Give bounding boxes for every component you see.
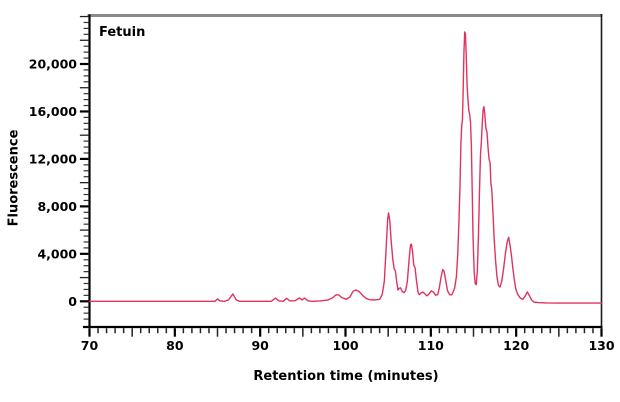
x-tick-label: 130 [588, 338, 614, 353]
y-tick-label: 4,000 [37, 246, 77, 261]
chromatogram-trace [88, 31, 603, 304]
y-tick-label: 8,000 [37, 199, 77, 214]
x-tick-label: 90 [251, 338, 269, 353]
x-tick-label: 110 [418, 338, 444, 353]
x-tick-label: 120 [503, 338, 529, 353]
y-tick-label: 0 [68, 294, 77, 309]
chart-title: Fetuin [99, 25, 146, 40]
x-tick-label: 100 [332, 338, 358, 353]
x-tick-label: 80 [166, 338, 184, 353]
y-tick-label: 16,000 [29, 104, 78, 119]
y-tick-label: 20,000 [29, 57, 78, 72]
y-tick-label: 12,000 [29, 151, 78, 166]
x-tick-label: 70 [81, 338, 99, 353]
x-axis-title: Retention time (minutes) [253, 369, 439, 384]
y-axis-title: Fluorescence [6, 129, 22, 227]
